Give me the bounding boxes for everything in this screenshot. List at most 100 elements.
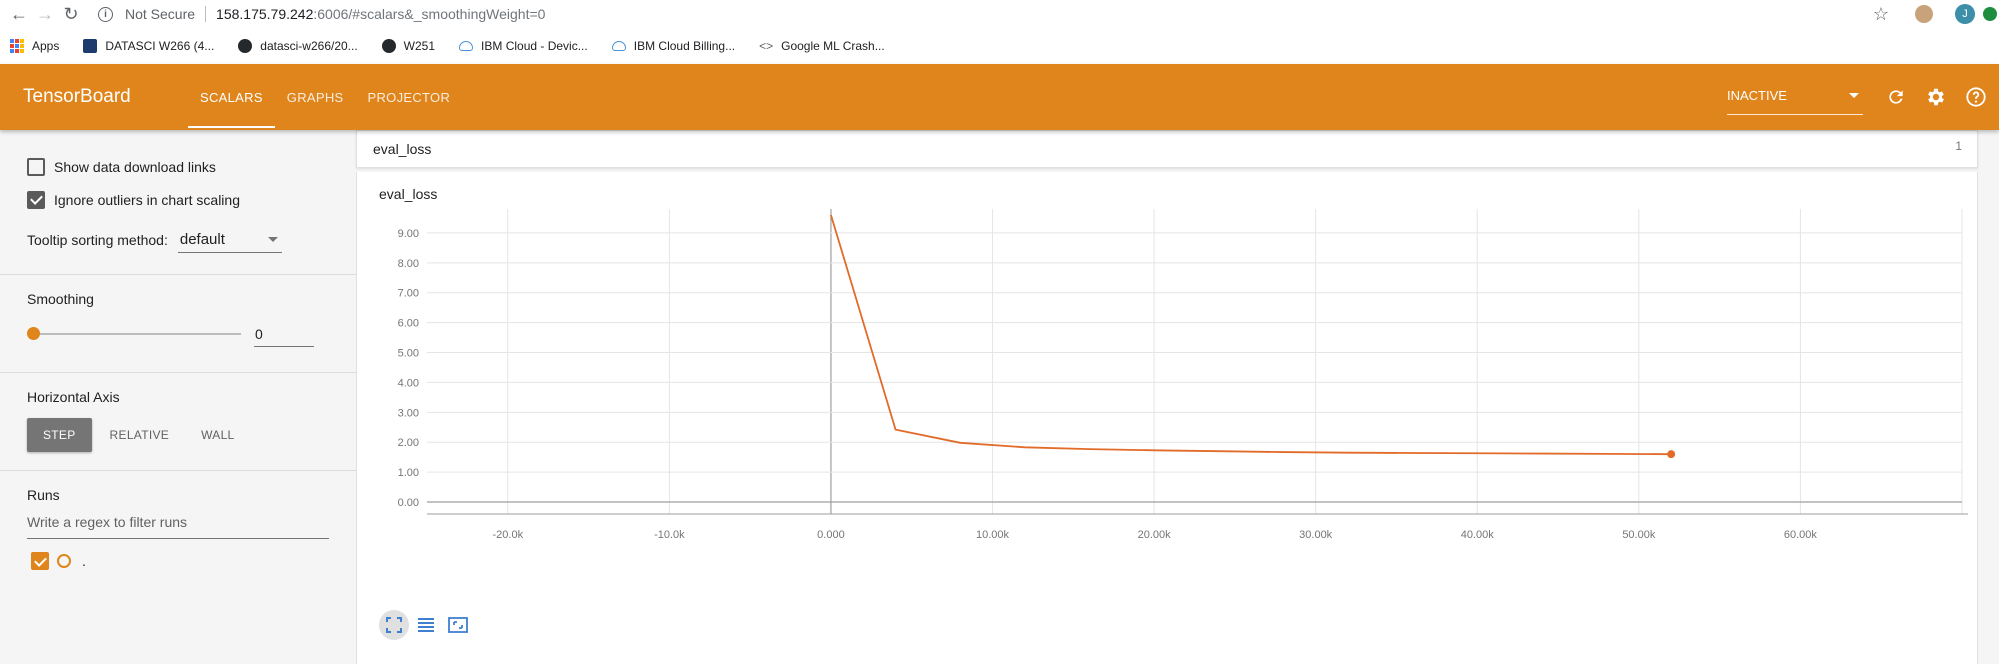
y-tick-label: 3.00	[398, 407, 419, 419]
run-radio[interactable]	[57, 554, 71, 568]
tooltip-sorting-value: default	[179, 231, 225, 248]
bookmark-label: Google ML Crash...	[781, 39, 885, 53]
show-download-links-checkbox[interactable]	[27, 157, 45, 176]
y-tick-label: 1.00	[398, 467, 419, 479]
axis-wall-button[interactable]: WALL	[201, 428, 235, 442]
bookmark-google-ml[interactable]: <> Google ML Crash...	[759, 39, 885, 53]
show-download-links-label: Show data download links	[54, 158, 216, 175]
runs-filter-input[interactable]: Write a regex to filter runs	[27, 505, 329, 539]
main-content: eval_loss 1 eval_loss -20.0k -10.0k 0.000 1…	[356, 130, 1999, 664]
tab-scalars[interactable]: SCALARS	[188, 64, 275, 130]
bookmark-star-icon[interactable]: ☆	[1872, 3, 1889, 24]
smoothing-slider[interactable]	[27, 327, 241, 340]
cloud-icon	[459, 41, 474, 51]
not-secure-label: Not Secure	[125, 6, 196, 22]
y-tick-label: 9.00	[398, 228, 419, 240]
bookmark-label: DATASCI W266 (4...	[105, 39, 215, 53]
browser-toolbar-right: ☆ J	[1873, 0, 1999, 28]
bookmark-label: datasci-w266/20...	[260, 39, 358, 53]
series-last-point	[1667, 450, 1676, 459]
y-tick-label: 4.00	[398, 377, 419, 389]
bookmark-label: IBM Cloud Billing...	[633, 39, 736, 53]
tab-projector[interactable]: PROJECTOR	[367, 89, 451, 105]
y-tick-label: 6.00	[398, 318, 419, 330]
x-tick-label: 30.00k	[1299, 529, 1333, 541]
bookmark-ibm-cloud-devices[interactable]: IBM Cloud - Devic...	[459, 39, 588, 53]
forward-arrow-icon[interactable]: →	[36, 3, 54, 24]
show-download-links-option[interactable]: Show data download links	[27, 150, 329, 183]
options-section: Show data download links Ignore outliers…	[0, 130, 356, 275]
help-icon[interactable]	[1965, 86, 1987, 108]
axis-step-button[interactable]: STEP	[27, 418, 92, 452]
chart-card: eval_loss -20.0k -10.0k 0.000 10.00k 20.00k 3…	[356, 172, 1978, 664]
chart-toolbar	[379, 610, 475, 640]
run-checkbox[interactable]	[31, 552, 49, 570]
y-tick-label: 7.00	[398, 288, 419, 300]
tensorboard-header: TensorBoard SCALARS GRAPHS PROJECTOR INA…	[0, 64, 1999, 130]
tooltip-sorting-label: Tooltip sorting method:	[27, 232, 168, 248]
x-tick-label: 60.00k	[1784, 529, 1818, 541]
tag-group-count: 1	[1955, 139, 1962, 153]
avatar[interactable]: J	[1955, 4, 1975, 24]
gear-icon[interactable]	[1925, 86, 1947, 108]
x-tick-label: -10.0k	[654, 529, 685, 541]
bookmarks-bar: Apps DATASCI W266 (4... datasci-w266/20.…	[0, 28, 1999, 64]
extension-icon[interactable]	[1915, 5, 1933, 23]
run-name: .	[82, 553, 86, 569]
expand-chart-icon[interactable]	[443, 610, 473, 640]
bookmark-apps[interactable]: Apps	[10, 39, 59, 53]
x-tick-label: 50.00k	[1622, 529, 1656, 541]
bookmark-datasci-w266[interactable]: DATASCI W266 (4...	[83, 39, 214, 53]
loss-line-chart[interactable]: -20.0k -10.0k 0.000 10.00k 20.00k 30.00k 40.00…	[357, 172, 1977, 608]
url-field[interactable]: i Not Secure 158.175.79.242 :6006/#scala…	[98, 6, 545, 22]
info-icon[interactable]: i	[98, 6, 113, 22]
tag-group-header[interactable]: eval_loss 1	[356, 130, 1978, 168]
y-tick-label: 8.00	[398, 258, 419, 270]
smoothing-section: Smoothing 0	[0, 275, 356, 373]
runs-section: Runs Write a regex to filter runs .	[0, 471, 356, 583]
ignore-outliers-option[interactable]: Ignore outliers in chart scaling	[27, 183, 329, 216]
brand-title: TensorBoard	[23, 86, 131, 107]
header-right-controls: INACTIVE	[1727, 64, 1999, 130]
refresh-icon[interactable]	[1885, 86, 1907, 108]
bookmark-label: IBM Cloud - Devic...	[481, 39, 588, 53]
y-tick-label: 0.00	[398, 497, 419, 509]
runs-title: Runs	[27, 487, 60, 503]
run-item[interactable]: .	[27, 539, 329, 583]
bookmark-page-icon	[83, 39, 98, 53]
ignore-outliers-label: Ignore outliers in chart scaling	[54, 191, 240, 208]
inactive-dashboards-select[interactable]: INACTIVE	[1727, 79, 1863, 115]
toggle-log-scale-icon[interactable]	[411, 610, 441, 640]
y-tick-label: 2.00	[398, 437, 419, 449]
bookmark-ibm-cloud-billing[interactable]: IBM Cloud Billing...	[611, 39, 736, 53]
fit-domain-icon[interactable]	[379, 610, 409, 640]
url-divider	[205, 6, 207, 22]
update-icon[interactable]	[1983, 7, 1997, 21]
tab-graphs[interactable]: GRAPHS	[286, 89, 344, 105]
bookmark-w251[interactable]: W251	[381, 39, 435, 53]
url-path: :6006/#scalars&_smoothingWeight=0	[313, 6, 546, 22]
bookmark-datasci-github[interactable]: datasci-w266/20...	[238, 39, 358, 53]
github-icon	[381, 39, 396, 53]
cloud-icon	[611, 41, 626, 51]
chevron-down-icon	[1849, 93, 1859, 98]
chart-title: eval_loss	[379, 186, 438, 202]
x-tick-label: 40.00k	[1461, 529, 1495, 541]
smoothing-row: 0	[27, 307, 329, 361]
inactive-select-value: INACTIVE	[1727, 88, 1787, 103]
tooltip-sorting-select[interactable]: default	[177, 227, 282, 253]
horizontal-axis-section: Horizontal Axis STEP RELATIVE WALL	[0, 373, 356, 471]
url-host: 158.175.79.242	[216, 6, 314, 22]
github-icon	[238, 39, 253, 53]
ignore-outliers-checkbox[interactable]	[27, 190, 45, 209]
back-arrow-icon[interactable]: ←	[10, 3, 28, 24]
tag-group-title: eval_loss	[373, 141, 432, 157]
browser-address-bar: ← → ↻ i Not Secure 158.175.79.242 :6006/…	[0, 0, 1999, 28]
x-tick-label: 10.00k	[976, 529, 1010, 541]
axis-relative-button[interactable]: RELATIVE	[109, 428, 170, 442]
horizontal-axis-buttons: STEP RELATIVE WALL	[27, 405, 329, 465]
smoothing-slider-knob[interactable]	[27, 327, 40, 340]
reload-icon[interactable]: ↻	[63, 3, 79, 24]
horizontal-axis-title: Horizontal Axis	[27, 389, 120, 405]
smoothing-input[interactable]: 0	[254, 321, 314, 347]
